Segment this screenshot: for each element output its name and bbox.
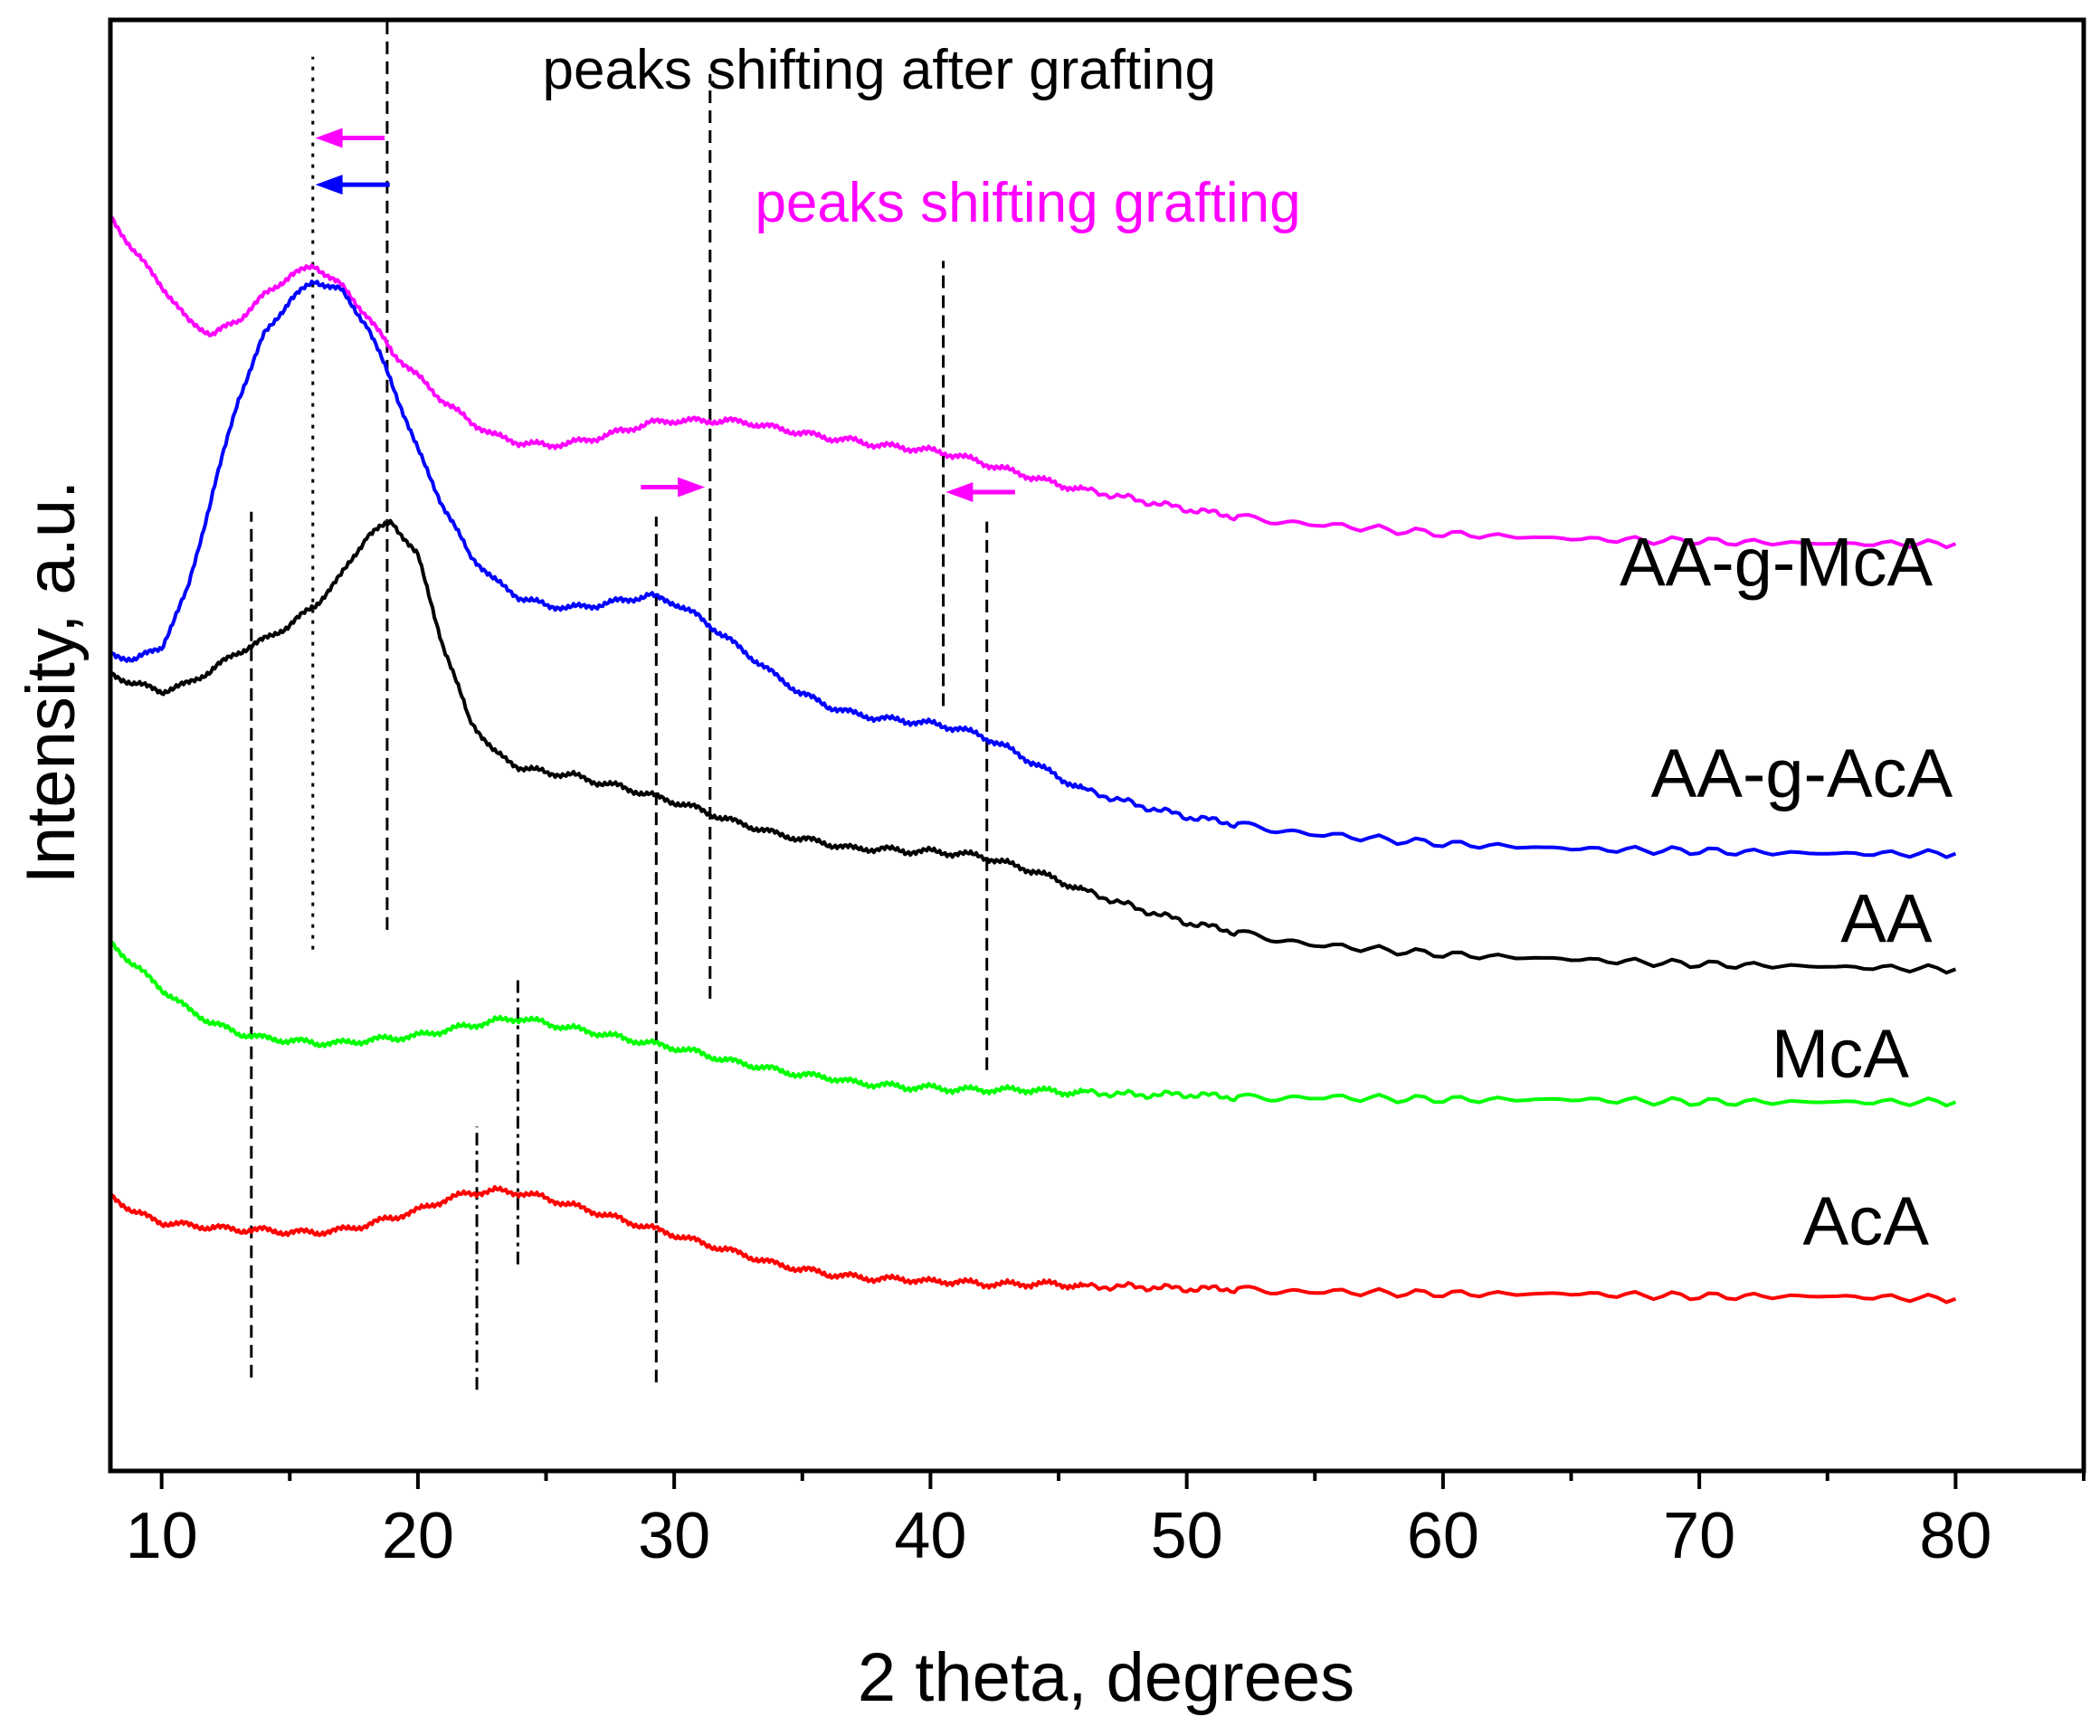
y-axis-title: Intensity, a.u. [13, 480, 90, 884]
plot-frame [108, 17, 2086, 1474]
series-label-aa-g-mca: AA-g-McA [1620, 524, 1934, 601]
annotation-2: peaks shifting grafting [755, 172, 1300, 234]
x-tick-label: 30 [638, 1500, 710, 1572]
series-label-aca: AcA [1803, 1183, 1930, 1260]
shift-arrow-2 [315, 175, 390, 195]
x-tick-label: 10 [126, 1500, 198, 1572]
annotations: peaks shifting after grafting peaks shift… [543, 39, 1301, 234]
shift-arrow-1 [315, 128, 385, 148]
x-tick-label: 70 [1663, 1500, 1735, 1572]
series-line-aca [109, 1184, 1957, 1304]
shift-arrow-head [945, 481, 974, 502]
x-tick-label: 50 [1151, 1500, 1223, 1572]
series-line-aa-g-mca [109, 215, 1957, 550]
shift-arrow-3 [641, 477, 706, 498]
series-lines [109, 215, 1957, 1304]
x-tick-label: 60 [1407, 1500, 1479, 1572]
shift-arrows [315, 128, 1015, 502]
reference-lines [250, 20, 989, 1390]
shift-arrow-4 [945, 481, 1015, 502]
x-axis-title: 2 theta, degrees [858, 1639, 1354, 1716]
series-label-mca: McA [1772, 1016, 1909, 1093]
x-tick-label: 20 [382, 1500, 454, 1572]
x-axis-ticks: 10 20 30 40 50 60 70 80 [126, 1471, 2086, 1572]
shift-arrow-head [315, 175, 343, 195]
x-tick-label: 40 [894, 1500, 966, 1572]
series-line-aa [109, 518, 1957, 975]
x-tick-label: 80 [1919, 1500, 1991, 1572]
series-line-mca [110, 940, 1957, 1108]
series-label-aa-g-aca: AA-g-AcA [1651, 735, 1953, 812]
series-labels: AA-g-McA AA-g-AcA AA McA AcA [1620, 524, 1953, 1260]
shift-arrow-head [315, 128, 343, 148]
annotation-1: peaks shifting after grafting [543, 39, 1216, 101]
shift-arrow-head [678, 477, 706, 498]
series-label-aa: AA [1840, 880, 1933, 957]
series-line-aa-g-aca [109, 280, 1957, 859]
